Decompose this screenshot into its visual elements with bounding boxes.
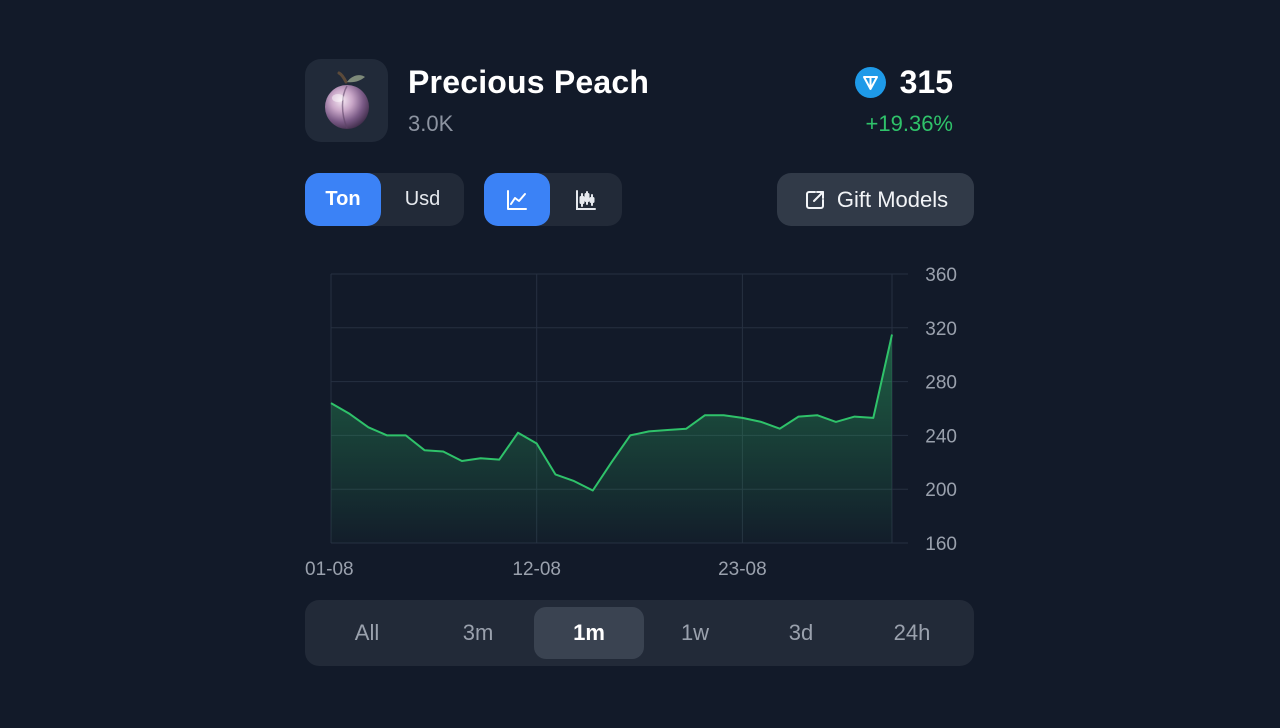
period-selector: All 3m 1m 1w 3d 24h	[305, 600, 974, 666]
period-24h-button[interactable]: 24h	[893, 620, 931, 645]
y-tick-label: 200	[925, 480, 957, 501]
gift-models-label: Gift Models	[836, 186, 949, 212]
period-all-button[interactable]: All	[354, 620, 380, 645]
y-tick-label: 240	[925, 426, 957, 447]
chart-type-toggle	[484, 173, 622, 226]
x-tick-label: 23-08	[718, 559, 767, 580]
gift-thumbnail	[305, 59, 388, 142]
period-3m-button[interactable]: 3m	[462, 620, 494, 645]
currency-ton-button[interactable]: Ton	[305, 173, 381, 226]
y-tick-label: 360	[925, 265, 957, 286]
period-3d-button[interactable]: 3d	[788, 620, 814, 645]
peach-icon	[324, 71, 369, 129]
line-chart-button[interactable]	[484, 173, 550, 226]
period-1w-button[interactable]: 1w	[680, 620, 710, 645]
candlestick-chart-icon	[576, 189, 596, 210]
price-display: 315	[854, 64, 953, 101]
gift-supply: 3.0K	[408, 111, 454, 136]
gift-title: Precious Peach	[408, 64, 650, 100]
price-area-fill	[331, 334, 892, 543]
candlestick-chart-button[interactable]	[550, 173, 622, 226]
price-chart: 160 200 240 280 320 360 01-08 12-08 23-08	[305, 265, 957, 580]
y-tick-label: 320	[925, 319, 957, 340]
ton-diamond-icon	[854, 67, 886, 98]
y-tick-label: 160	[925, 534, 957, 555]
line-chart-icon	[507, 189, 527, 210]
x-tick-label: 01-08	[305, 559, 354, 580]
currency-toggle: Ton Usd	[305, 173, 464, 226]
period-1m-button[interactable]: 1m	[534, 607, 644, 659]
currency-usd-button[interactable]: Usd	[404, 188, 441, 210]
x-tick-label: 12-08	[512, 559, 561, 580]
price-change: +19.36%	[865, 111, 953, 136]
external-link-icon	[805, 190, 824, 209]
price-value: 315	[899, 64, 953, 100]
y-tick-label: 280	[925, 373, 957, 394]
gift-models-button[interactable]: Gift Models	[777, 173, 974, 226]
